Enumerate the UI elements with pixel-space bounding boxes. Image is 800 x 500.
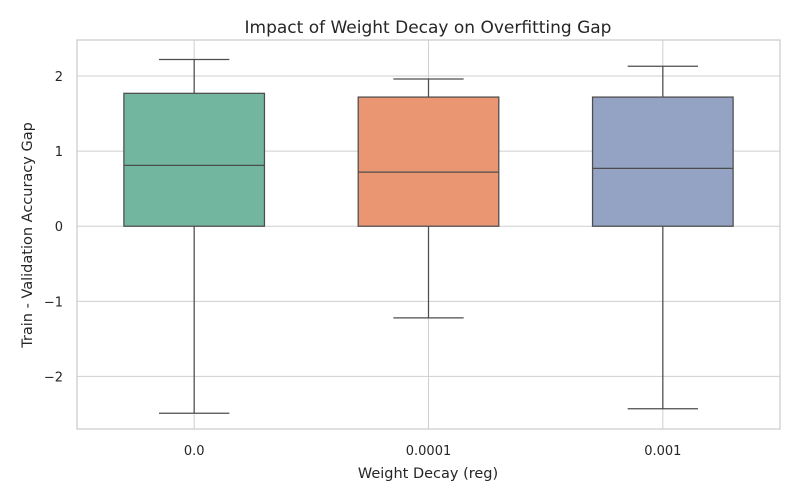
- y-tick-label: −1: [44, 295, 63, 310]
- x-axis-label: Weight Decay (reg): [358, 466, 498, 482]
- x-tick-label: 0.0: [184, 444, 205, 459]
- chart-title: Impact of Weight Decay on Overfitting Ga…: [245, 18, 612, 38]
- boxes: [123, 58, 734, 414]
- y-tick-label: −2: [44, 370, 63, 385]
- plot-frame: [76, 39, 781, 430]
- y-tick-labels: −2 −1 0 1 2: [44, 70, 63, 385]
- box-group: [591, 65, 734, 410]
- x-tick-labels: 0.0 0.0001 0.001: [184, 444, 682, 459]
- y-tick-label: 2: [55, 70, 63, 85]
- y-tick-label: 0: [55, 220, 63, 235]
- iqr-box: [357, 96, 500, 227]
- x-tick-label: 0.001: [644, 444, 681, 459]
- box-group: [357, 78, 500, 319]
- box-group: [123, 58, 266, 414]
- iqr-box: [591, 96, 734, 227]
- x-tick-label: 0.0001: [406, 444, 452, 459]
- y-axis-label: Train - Validation Accuracy Gap: [20, 122, 36, 349]
- y-tick-label: 1: [55, 145, 63, 160]
- iqr-box: [123, 92, 266, 227]
